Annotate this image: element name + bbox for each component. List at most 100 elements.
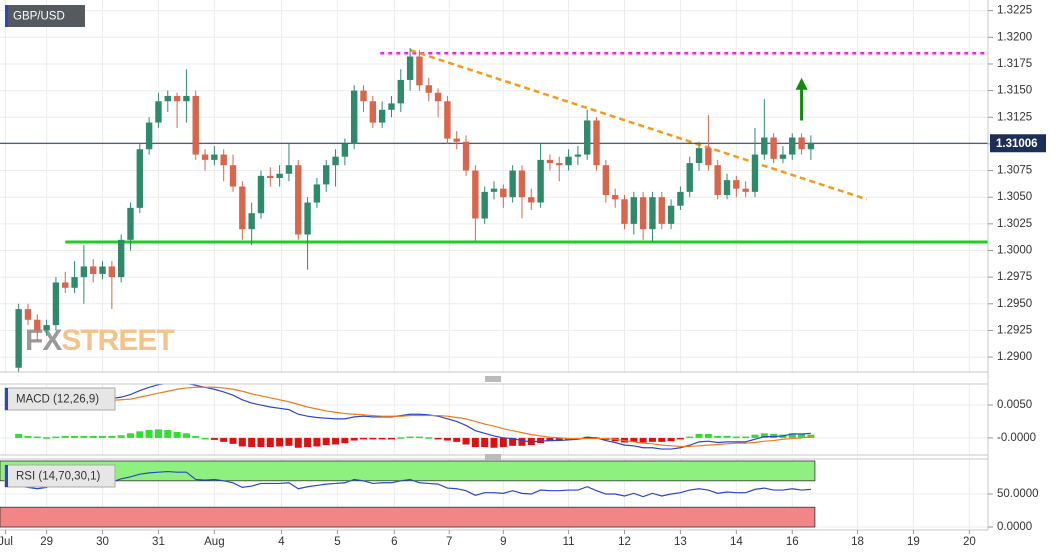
histogram-bar xyxy=(770,433,778,438)
candle-body xyxy=(99,266,106,274)
histogram-bar xyxy=(15,433,23,438)
indicator-box-edge xyxy=(5,388,8,410)
rsi-line xyxy=(18,470,811,498)
candle-body xyxy=(369,101,377,123)
histogram-bar xyxy=(630,437,638,442)
candle-body xyxy=(770,137,777,159)
x-tick-label: 19 xyxy=(907,536,920,548)
histogram-bar xyxy=(145,430,153,438)
candle-body xyxy=(630,197,638,224)
candle-body xyxy=(90,266,97,274)
histogram-bar xyxy=(126,433,134,438)
candle-body xyxy=(211,154,218,160)
candle-body xyxy=(639,197,647,230)
candle-body xyxy=(323,165,330,185)
y-tick-label: 1.3175 xyxy=(997,58,1032,70)
histogram-bar xyxy=(173,431,181,438)
candle-body xyxy=(229,165,237,187)
candle-body xyxy=(34,319,41,331)
candle-body xyxy=(574,154,582,157)
panel-handle xyxy=(485,376,501,382)
x-tick-label: 7 xyxy=(446,536,452,548)
candle-body xyxy=(267,175,274,179)
x-tick-label: 13 xyxy=(674,536,687,548)
y-tick-label: 0.0000 xyxy=(997,521,1032,533)
candle-body xyxy=(546,159,554,164)
arrow-head xyxy=(795,77,808,90)
candle-body xyxy=(397,79,404,104)
candle-body xyxy=(798,137,805,150)
candle-body xyxy=(742,188,749,192)
x-tick-label: 31 xyxy=(152,536,165,548)
symbol-box xyxy=(5,5,85,27)
histogram-bar xyxy=(434,437,442,440)
watermark: FXSTREET xyxy=(25,324,174,357)
panel-handle xyxy=(485,454,501,460)
symbol-box-edge xyxy=(5,5,8,27)
indicator-title: RSI (14,70,30,1) xyxy=(16,471,101,483)
histogram-bar xyxy=(406,436,414,439)
candle-body xyxy=(733,180,740,189)
histogram-bar xyxy=(80,435,88,438)
histogram-bar xyxy=(52,436,60,439)
trend-line xyxy=(409,48,868,201)
histogram-bar xyxy=(154,429,162,438)
y-tick-label: 50.0000 xyxy=(997,488,1039,500)
histogram-bar xyxy=(732,436,740,439)
candle-body xyxy=(500,188,507,198)
x-tick-label: 4 xyxy=(278,536,285,548)
histogram-bar xyxy=(387,437,395,440)
y-tick-label: 1.2900 xyxy=(997,351,1032,363)
chart-title: GBP/USD xyxy=(13,11,65,23)
candle-body xyxy=(285,165,293,174)
candle-body xyxy=(201,154,209,160)
candle-body xyxy=(350,90,358,144)
x-tick-label: 18 xyxy=(851,536,864,548)
y-tick-label: 1.3125 xyxy=(997,111,1032,123)
histogram-bar xyxy=(117,435,125,438)
y-tick-label: 1.3000 xyxy=(997,245,1032,257)
candle-body xyxy=(52,282,60,326)
histogram-bar xyxy=(33,436,41,439)
histogram-bar xyxy=(89,435,97,438)
y-tick-label: 1.2975 xyxy=(997,271,1032,283)
candle-body xyxy=(117,239,125,278)
histogram-bar xyxy=(658,437,666,442)
histogram-bar xyxy=(807,434,815,438)
candle-body xyxy=(257,175,265,214)
y-tick-label: 1.2950 xyxy=(997,298,1032,310)
histogram-bar xyxy=(341,437,349,444)
y-tick-label: 1.3225 xyxy=(997,5,1032,17)
candle-body xyxy=(192,95,199,155)
candle-body xyxy=(602,165,610,196)
candle-body xyxy=(164,95,171,102)
x-tick-label: Aug xyxy=(204,536,224,548)
candle-body xyxy=(621,199,628,224)
histogram-bar xyxy=(136,431,144,438)
histogram-bar xyxy=(350,437,358,441)
histogram-bar xyxy=(108,435,116,438)
candle-body xyxy=(453,138,460,142)
candle-body xyxy=(705,148,712,166)
candle-body xyxy=(565,156,572,166)
candle-body xyxy=(490,188,498,192)
candle-body xyxy=(434,92,442,102)
histogram-bar xyxy=(453,437,461,442)
candle-body xyxy=(183,95,190,102)
candle-body xyxy=(537,159,544,203)
candle-body xyxy=(313,184,321,203)
histogram-bar xyxy=(648,437,656,442)
histogram-bar xyxy=(425,437,433,439)
candle-body xyxy=(472,170,479,219)
y-tick-label: 1.3025 xyxy=(997,218,1032,230)
histogram-bar xyxy=(695,433,703,438)
histogram-bar xyxy=(182,433,190,438)
last-price-label: 1.31006 xyxy=(996,138,1038,150)
candle-body xyxy=(686,163,693,192)
histogram-bar xyxy=(518,437,526,446)
plot xyxy=(0,47,988,528)
histogram-bar xyxy=(723,435,731,438)
candle-body xyxy=(155,101,162,123)
histogram-bar xyxy=(294,437,302,448)
candle-body xyxy=(43,325,50,331)
